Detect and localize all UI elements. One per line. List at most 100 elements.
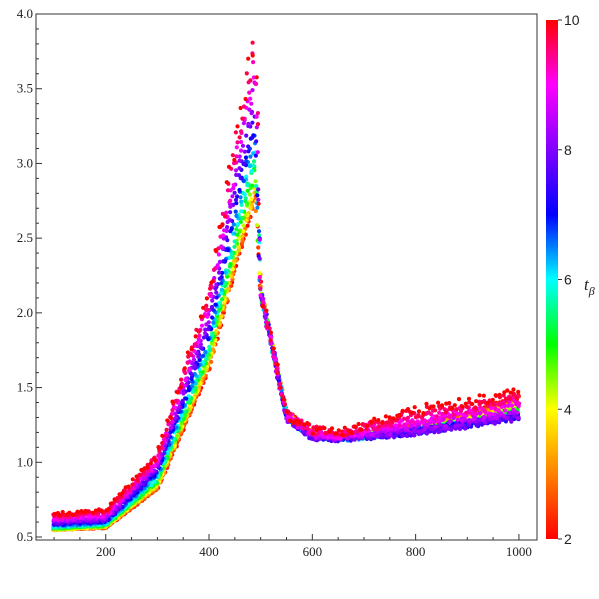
x-tick-label: 1000 <box>506 544 532 559</box>
scatter-point <box>451 412 456 417</box>
scatter-point <box>431 404 436 409</box>
scatter-point <box>501 400 506 406</box>
scatter-point <box>307 436 312 441</box>
x-tick-label: 600 <box>303 544 323 559</box>
scatter-point <box>223 214 228 219</box>
scatter-point <box>449 406 454 411</box>
scatter-point <box>506 403 511 408</box>
scatter-point <box>135 477 140 483</box>
scatter-point <box>246 56 251 61</box>
colorbar-ticks: 2 4 6 8 10 <box>558 12 580 547</box>
scatter-point <box>234 172 239 177</box>
scatter-point <box>256 245 261 250</box>
scatter-point <box>198 314 203 319</box>
scatter-point <box>197 357 202 363</box>
scatter-point <box>412 405 417 410</box>
scatter-point <box>421 411 426 416</box>
scatter-point <box>55 516 60 522</box>
scatter-point <box>511 407 516 412</box>
scatter-point <box>163 433 168 438</box>
scatter-point <box>389 423 394 428</box>
scatter-point <box>426 410 431 415</box>
scatter-point <box>376 418 381 423</box>
scatter-point <box>469 401 474 407</box>
scatter-point <box>186 399 191 404</box>
scatter-point <box>243 96 248 102</box>
scatter-point <box>258 286 263 291</box>
scatter-point <box>210 347 216 352</box>
scatter-point <box>257 271 262 276</box>
scatter-point <box>168 425 173 430</box>
colorbar-tick-label: 4 <box>564 401 572 417</box>
scatter-point <box>270 350 275 355</box>
scatter-point <box>181 391 186 396</box>
scatter-point <box>186 388 191 393</box>
scatter-point <box>493 393 498 398</box>
scatter-point <box>183 377 188 383</box>
scatter-point <box>249 111 254 116</box>
y-tick-label: 3.5 <box>17 81 33 96</box>
scatter-point <box>226 164 232 169</box>
scatter-point <box>494 416 500 421</box>
scatter-point <box>438 415 443 420</box>
scatter-point <box>251 60 256 65</box>
scatter-point <box>239 199 244 204</box>
scatter-point <box>149 464 154 469</box>
scatter-point <box>201 353 206 358</box>
scatter-point <box>186 354 191 359</box>
scatter-point <box>375 434 381 439</box>
scatter-point <box>239 139 244 145</box>
scatter-point <box>179 381 184 386</box>
scatter-point <box>237 158 242 163</box>
scatter-point <box>236 244 241 249</box>
scatter-point <box>228 198 233 203</box>
scatter-point <box>511 387 516 392</box>
scatter-point <box>204 303 209 308</box>
scatter-point <box>402 422 407 427</box>
scatter-point <box>517 401 522 406</box>
scatter-point <box>213 286 218 291</box>
scatter-point <box>148 461 153 466</box>
scatter-point <box>241 223 246 228</box>
scatter-point <box>411 433 417 438</box>
scatter-point <box>192 342 197 347</box>
scatter-point <box>387 415 392 420</box>
scatter-point <box>409 410 414 415</box>
scatter-point <box>505 388 510 393</box>
scatter-point <box>503 396 509 401</box>
y-tick-label: 3.0 <box>17 155 33 170</box>
scatter-point <box>412 428 417 433</box>
scatter-point <box>219 281 224 286</box>
scatter-point <box>174 398 179 403</box>
scatter-point <box>405 407 411 412</box>
scatter-point <box>247 90 252 95</box>
scatter-point <box>225 274 230 279</box>
scatter-point <box>443 424 448 429</box>
scatter-point <box>210 315 215 320</box>
scatter-point <box>452 403 457 408</box>
scatter-point <box>491 416 496 421</box>
scatter-point <box>254 75 259 80</box>
scatter-point <box>99 508 104 513</box>
scatter-point <box>206 337 211 342</box>
scatter-point <box>253 179 258 184</box>
scatter-point <box>156 453 161 458</box>
scatter-point <box>175 390 180 395</box>
scatter-point <box>254 184 259 189</box>
scatter-point <box>185 350 190 355</box>
scatter-point <box>112 497 117 502</box>
scatter-point <box>232 239 237 244</box>
scatter-point <box>257 275 262 280</box>
scatter-point <box>249 169 254 174</box>
scatter-point <box>237 154 242 159</box>
scatter-point <box>243 155 249 160</box>
scatter-point <box>238 195 243 200</box>
scatter-point <box>185 360 190 365</box>
scatter-point <box>460 404 465 409</box>
x-tick-label: 800 <box>406 544 426 559</box>
scatter-point <box>502 408 508 413</box>
scatter-point <box>207 348 212 353</box>
scatter-point <box>223 270 228 275</box>
scatter-point <box>485 400 491 405</box>
scatter-point <box>204 296 209 301</box>
